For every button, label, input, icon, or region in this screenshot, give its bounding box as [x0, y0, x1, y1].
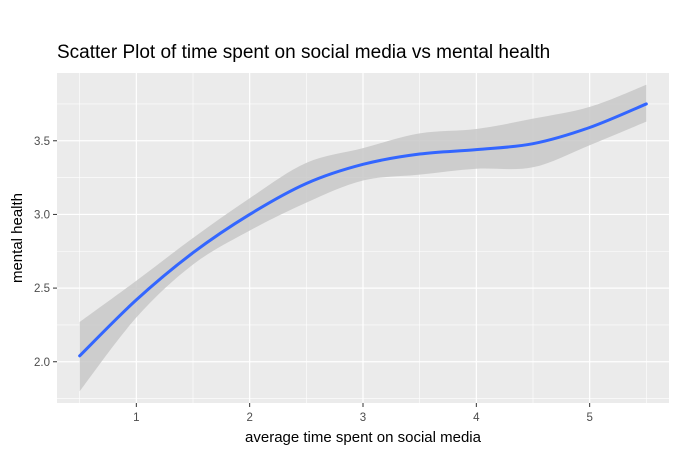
x-tick-label: 1	[133, 412, 139, 424]
x-axis-title: average time spent on social media	[245, 429, 482, 446]
y-axis-ticks: 2.0 2.5 3.0 3.5	[34, 136, 57, 369]
y-axis-title: mental health	[9, 193, 26, 283]
y-tick-label: 3.0	[34, 209, 50, 221]
x-tick-label: 3	[360, 412, 366, 424]
confidence-band	[79, 84, 647, 392]
x-tick-label: 4	[473, 412, 480, 424]
y-tick-label: 3.5	[34, 136, 50, 148]
x-tick-label: 2	[246, 412, 252, 424]
x-tick-label: 5	[586, 412, 592, 424]
y-tick-label: 2.5	[34, 283, 50, 295]
chart-title: Scatter Plot of time spent on social med…	[57, 42, 550, 63]
y-tick-label: 2.0	[34, 357, 50, 369]
x-axis-ticks: 1 2 3 4 5	[133, 403, 593, 424]
smooth-trend-line	[78, 102, 648, 358]
